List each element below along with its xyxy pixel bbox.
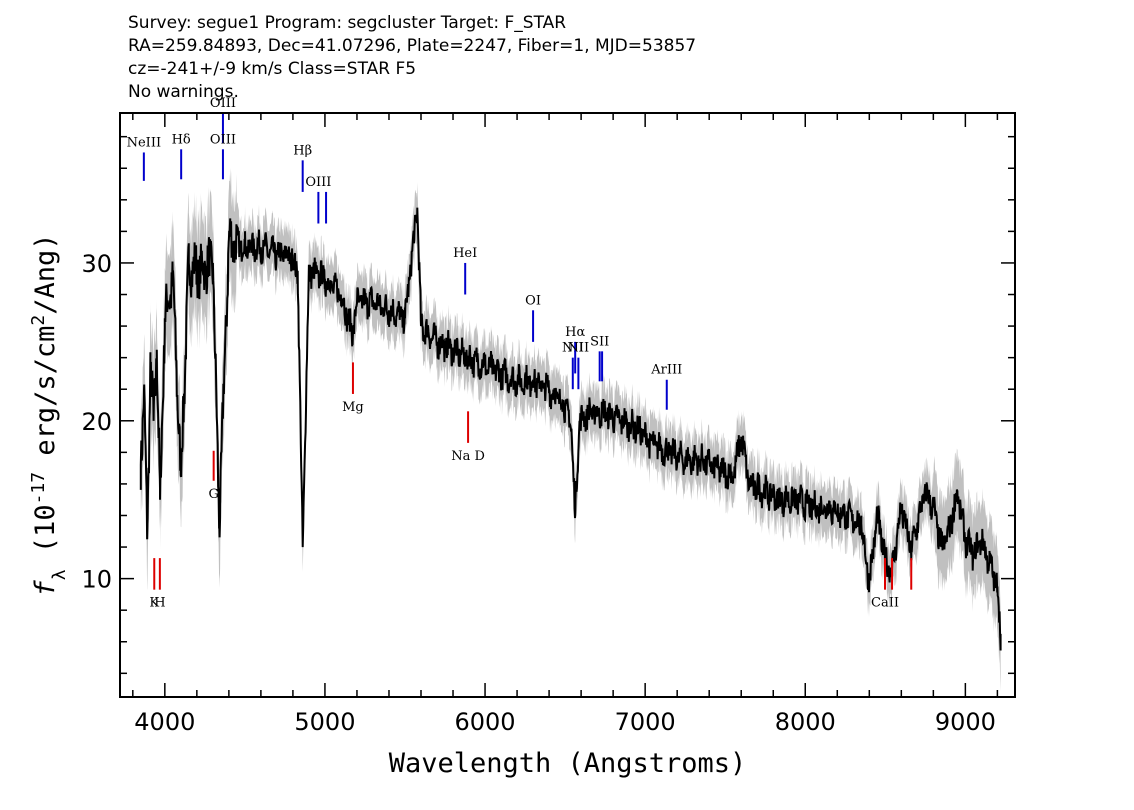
y-tick-label: 30: [81, 250, 112, 278]
x-tick-label: 8000: [775, 708, 836, 736]
plot-frame: [119, 112, 1016, 698]
line-marker-label: NII: [568, 341, 590, 356]
line-marker-label: OIII: [210, 132, 236, 147]
x-tick-label: 9000: [935, 708, 996, 736]
x-tick-label: 5000: [294, 708, 355, 736]
y-axis-label: fλ (10-17 erg/s/cm2/Ang): [28, 233, 70, 596]
axis-tick-labels: 4000 5000 6000 7000 8000 9000 10 20 30: [81, 250, 995, 736]
survey-info-line: Survey: segue1 Program: segcluster Targe…: [128, 13, 567, 33]
x-tick-label: 6000: [455, 708, 516, 736]
warnings-line: No warnings.: [128, 82, 239, 102]
line-marker-label: H: [154, 596, 165, 611]
line-marker-label: Mg: [342, 400, 364, 415]
flux-series: [139, 207, 1002, 651]
line-marker-label: NeIII: [127, 135, 161, 150]
line-marker-label: Hα: [565, 325, 585, 340]
line-marker-label: Na D: [451, 449, 485, 464]
line-marker-label: CaII: [871, 596, 899, 611]
line-marker-label: OIII: [305, 175, 331, 190]
line-marker-label: SII: [590, 334, 609, 349]
y-tick-label: 10: [81, 566, 112, 594]
y-tick-label: 20: [81, 408, 112, 436]
spectrum-header: Survey: segue1 Program: segcluster Targe…: [128, 12, 696, 104]
flux-line: [139, 207, 1002, 651]
redshift-class-line: cz=-241+/-9 km/s Class=STAR F5: [128, 59, 417, 79]
axis-ticks: [120, 113, 1015, 697]
line-marker-label: G: [208, 487, 218, 502]
line-marker-label: Hβ: [293, 143, 312, 158]
x-tick-label: 4000: [134, 708, 195, 736]
line-marker-label: K: [149, 596, 159, 611]
line-marker-label: NII: [562, 341, 584, 356]
coordinates-line: RA=259.84893, Dec=41.07296, Plate=2247, …: [128, 36, 697, 56]
line-marker-label: OI: [525, 293, 541, 308]
line-marker-label: Hδ: [172, 132, 191, 147]
x-tick-label: 7000: [615, 708, 676, 736]
line-marker-label: OIII: [210, 96, 236, 111]
line-marker-label: ArIII: [650, 363, 682, 378]
line-marker-label: HeI: [453, 246, 477, 261]
x-axis-label: Wavelength (Angstroms): [389, 748, 747, 779]
